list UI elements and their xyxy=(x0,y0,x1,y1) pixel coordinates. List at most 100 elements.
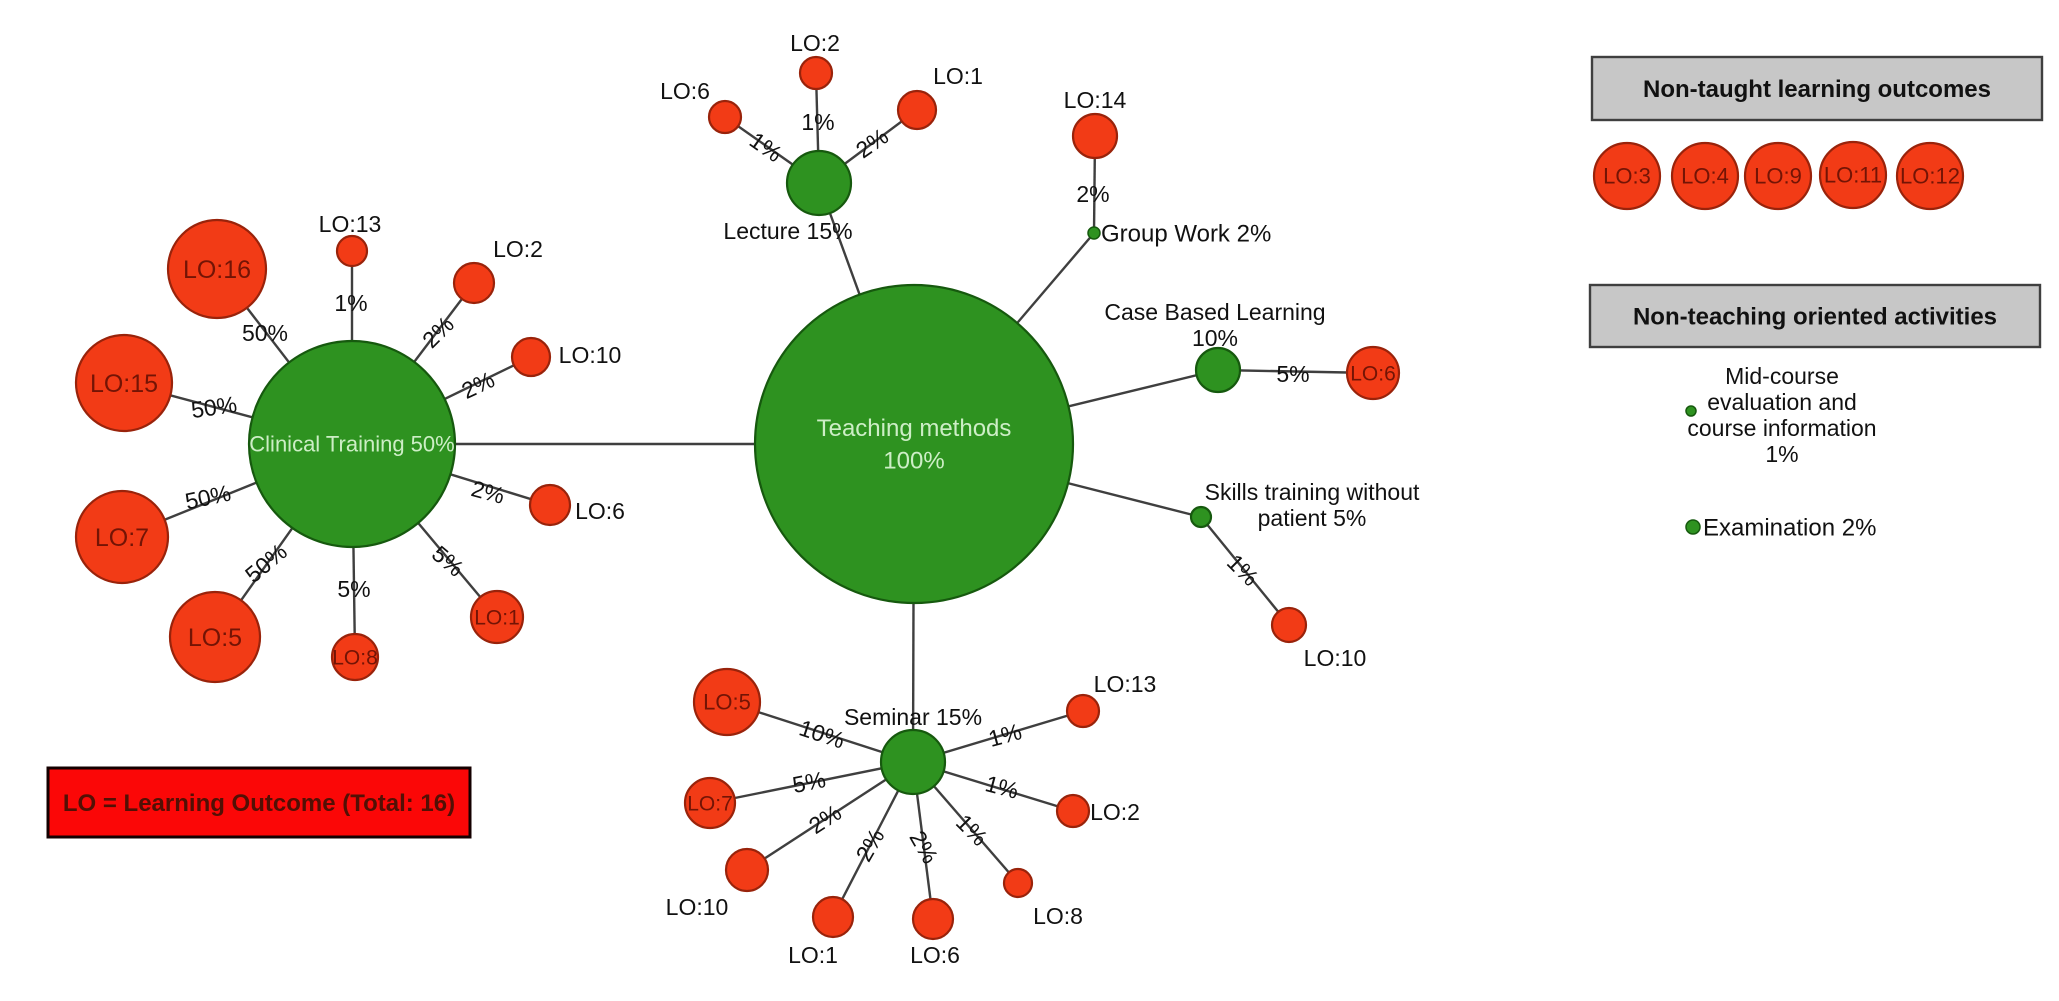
node-label-m8: LO:8 xyxy=(1033,903,1083,929)
node-le1-lo-circle xyxy=(896,89,938,131)
node-label-cbl: Case Based Learning xyxy=(1104,299,1325,325)
node-label-c2: LO:2 xyxy=(493,236,543,262)
activity-label-0: course information xyxy=(1687,415,1876,441)
node-label-c16: LO:16 xyxy=(183,256,251,284)
edge-label-clinical-c15: 50% xyxy=(189,391,238,423)
node-c8-lo-circle xyxy=(330,632,380,682)
edge-label-groupwork-g14: 2% xyxy=(1076,181,1109,207)
node-label-m6: LO:6 xyxy=(910,942,960,968)
node-c6-lo-circle xyxy=(528,483,572,527)
lo-legend-box xyxy=(46,766,472,839)
node-label-c6: LO:6 xyxy=(575,498,625,524)
node-label-teaching: 100% xyxy=(883,448,944,475)
node-label-le2: LO:2 xyxy=(790,30,840,56)
node-m2-lo-circle xyxy=(1055,793,1091,829)
node-b6-lo-circle xyxy=(1345,345,1401,401)
node-label-m5: LO:5 xyxy=(703,690,751,715)
node-m7-lo-circle xyxy=(683,776,737,830)
node-m5-lo-circle xyxy=(692,667,762,737)
non-teaching-panel-box xyxy=(1588,283,2042,349)
non-taught-lo-circle-3 xyxy=(1818,140,1888,210)
activity-label-0: 1% xyxy=(1765,441,1798,467)
edge-label-lecture-le1: 2% xyxy=(851,123,893,163)
edge-label-lecture-le2: 1% xyxy=(801,109,834,135)
non-taught-lo-label-4: LO:12 xyxy=(1900,164,1960,189)
node-c10-lo-circle xyxy=(510,336,552,378)
node-label-clinical: Clinical Training 50% xyxy=(249,432,454,457)
non-taught-lo-circle-0 xyxy=(1592,141,1662,211)
node-c7-lo-circle xyxy=(74,489,170,585)
node-label-b6: LO:6 xyxy=(1350,362,1396,385)
node-groupwork-method-circle xyxy=(1087,226,1101,240)
node-label-m2: LO:2 xyxy=(1090,799,1140,825)
activity-label-0: Mid-course xyxy=(1725,363,1839,389)
node-label-c8: LO:8 xyxy=(332,646,378,669)
edge-label-lecture-le6: 1% xyxy=(745,127,787,167)
non-taught-lo-label-0: LO:3 xyxy=(1603,164,1651,189)
non-taught-lo-label-1: LO:4 xyxy=(1681,164,1729,189)
node-label-c10: LO:10 xyxy=(559,342,622,368)
non-taught-lo-label-2: LO:9 xyxy=(1754,164,1802,189)
edge-label-clinical-c2: 2% xyxy=(417,311,459,353)
edge-label-clinical-c8: 5% xyxy=(337,576,370,602)
node-label-m1: LO:1 xyxy=(788,942,838,968)
node-label-le6: LO:6 xyxy=(660,78,710,104)
node-label-seminar: Seminar 15% xyxy=(844,704,982,730)
node-label-cbl: 10% xyxy=(1192,325,1238,351)
node-le2-lo-circle xyxy=(798,55,834,91)
edge-label-seminar-m13: 1% xyxy=(986,718,1025,752)
lo-legend-text: LO = Learning Outcome (Total: 16) xyxy=(63,790,455,817)
edge-label-seminar-m10: 2% xyxy=(804,799,846,839)
node-label-skills: patient 5% xyxy=(1258,505,1367,531)
node-c13-lo-circle xyxy=(335,234,369,268)
node-c5-lo-circle xyxy=(168,590,262,684)
edge-label-seminar-m7: 5% xyxy=(790,766,828,798)
edge-label-clinical-c13: 1% xyxy=(334,290,367,316)
node-m13-lo-circle xyxy=(1065,693,1101,729)
node-label-skills: Skills training without xyxy=(1205,479,1420,505)
activity-label-0: evaluation and xyxy=(1707,389,1857,415)
node-label-le1: LO:1 xyxy=(933,63,983,89)
node-label-c1: LO:1 xyxy=(474,606,520,629)
node-label-s10: LO:10 xyxy=(1304,645,1367,671)
node-label-c13: LO:13 xyxy=(319,211,382,237)
node-seminar-method-circle xyxy=(879,728,947,796)
node-m10-lo-circle xyxy=(724,847,770,893)
node-lecture-method-circle xyxy=(785,149,853,217)
node-c2-lo-circle xyxy=(452,261,496,305)
node-label-groupwork: Group Work 2% xyxy=(1101,220,1271,247)
node-label-m7: LO:7 xyxy=(687,792,733,815)
node-label-lecture: Lecture 15% xyxy=(723,218,852,244)
non-teaching-panel-title: Non-teaching oriented activities xyxy=(1633,303,1997,330)
edge-label-seminar-m5: 10% xyxy=(796,715,848,754)
node-m6-lo-circle xyxy=(911,897,955,941)
edge-label-clinical-c7: 50% xyxy=(183,480,233,515)
node-c15-lo-circle xyxy=(74,333,174,433)
node-label-teaching: Teaching methods xyxy=(817,415,1012,442)
non-taught-lo-circle-4 xyxy=(1895,141,1965,211)
node-s10-lo-circle xyxy=(1270,606,1308,644)
edge-label-seminar-m2: 1% xyxy=(983,770,1022,804)
node-g14-lo-circle xyxy=(1071,112,1119,160)
non-taught-lo-label-3: LO:11 xyxy=(1824,163,1882,188)
non-taught-lo-circle-1 xyxy=(1670,141,1740,211)
edge-skills-s10 xyxy=(1200,516,1290,626)
activity-dot-1 xyxy=(1685,519,1701,535)
node-teaching-method-circle xyxy=(753,283,1075,605)
node-label-c7: LO:7 xyxy=(95,524,149,552)
edge-seminar-m7 xyxy=(709,760,914,805)
edge-label-seminar-m8: 1% xyxy=(951,809,993,851)
node-skills-method-circle xyxy=(1189,505,1213,529)
node-m1-lo-circle xyxy=(811,895,855,939)
activity-label-1: Examination 2% xyxy=(1703,514,1876,541)
node-le6-lo-circle xyxy=(707,99,743,135)
non-taught-panel-title: Non-taught learning outcomes xyxy=(1643,76,1991,103)
edge-label-clinical-c5: 50% xyxy=(240,538,292,588)
node-m8-lo-circle xyxy=(1002,867,1034,899)
edge-label-clinical-c10: 2% xyxy=(457,366,498,404)
edge-label-clinical-c16: 50% xyxy=(242,320,288,346)
node-clinical-method-circle xyxy=(247,339,457,549)
non-taught-panel-box xyxy=(1590,55,2044,122)
